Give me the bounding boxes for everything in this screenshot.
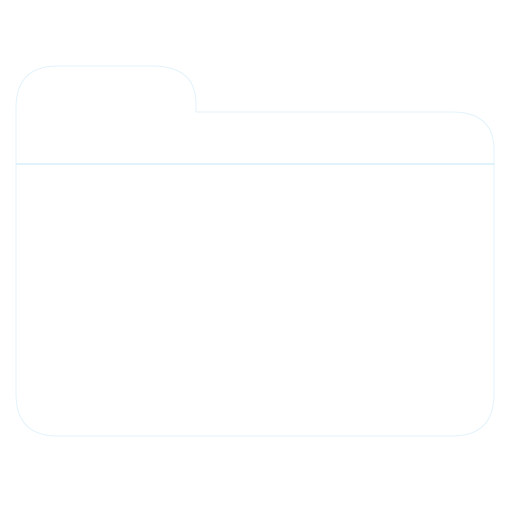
folder-tab (15, 65, 495, 165)
folder-body (15, 163, 495, 437)
